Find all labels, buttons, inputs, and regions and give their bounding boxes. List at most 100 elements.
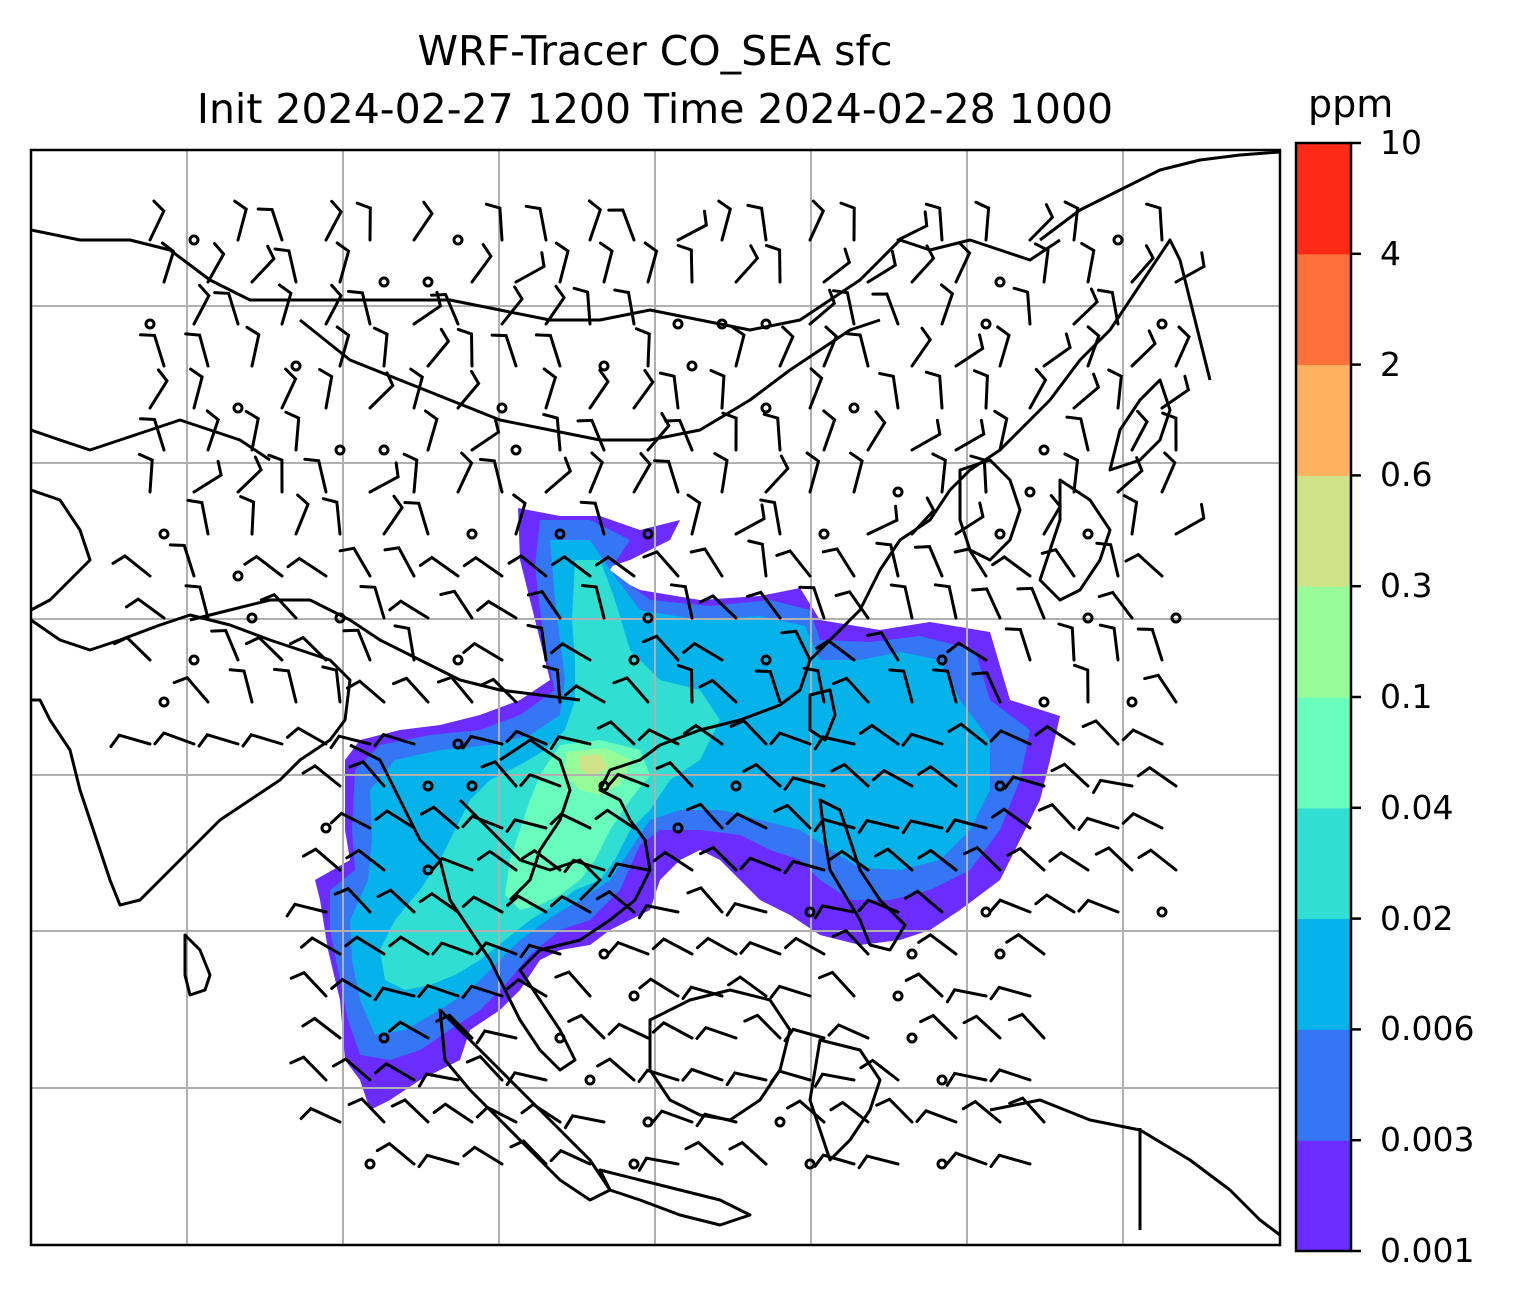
wind-barb: [475, 1105, 518, 1124]
wind-barb: [284, 410, 301, 452]
wind-barb: [1007, 1012, 1046, 1040]
wind-barb: [969, 454, 988, 494]
wind-barb: [1028, 367, 1048, 410]
wind-barb: [549, 894, 592, 914]
wind-barb: [505, 1071, 548, 1087]
wind-barb: [637, 904, 680, 920]
calm-wind-circle: [1038, 696, 1050, 708]
calm-wind-circle: [452, 234, 464, 246]
colorbar-tick-label: 0.6: [1380, 455, 1433, 495]
wind-barb: [637, 1068, 680, 1083]
wind-barb: [462, 555, 504, 578]
wind-barb: [1174, 251, 1206, 284]
wind-barb: [910, 244, 936, 284]
wind-barb: [470, 243, 493, 284]
wind-barb: [974, 200, 991, 242]
wind-barb: [849, 451, 864, 494]
wind-barb: [632, 452, 652, 494]
wind-barb: [213, 291, 240, 326]
coastline-okhotsk: [1039, 150, 1280, 242]
wind-barb: [859, 1058, 900, 1082]
wind-barb: [186, 498, 210, 536]
wind-barb: [301, 1016, 342, 1040]
wind-barb: [773, 803, 812, 830]
wind-barb: [461, 895, 504, 914]
wind-barb: [729, 719, 768, 746]
wind-barb: [475, 941, 518, 956]
wind-barb: [822, 247, 852, 284]
wind-barb: [681, 985, 724, 1000]
wind-barb: [576, 418, 606, 452]
wind-barb: [461, 734, 504, 750]
wind-barb: [542, 367, 558, 410]
wind-barb: [1034, 242, 1050, 284]
colorbar-tick-label: 0.001: [1380, 1231, 1475, 1270]
calm-wind-circle: [334, 444, 346, 456]
wind-barb: [333, 886, 372, 914]
wind-barb: [417, 1072, 460, 1088]
wind-barb: [717, 199, 733, 242]
wind-barb: [388, 935, 430, 956]
colorbar-segment: [1296, 918, 1351, 1030]
wind-barb: [839, 201, 856, 242]
wind-barb: [1003, 775, 1046, 790]
wind-barb: [430, 292, 460, 326]
wind-barb: [431, 941, 474, 956]
wind-barb: [1028, 203, 1055, 242]
wind-barb: [676, 663, 694, 704]
wind-barb: [731, 325, 746, 368]
wind-barb: [822, 325, 839, 368]
wind-barb: [289, 635, 328, 662]
wind-barb: [754, 669, 782, 704]
wind-barb: [432, 1102, 474, 1124]
calm-wind-circle: [144, 318, 156, 330]
wind-barb: [321, 497, 342, 536]
wind-barb: [637, 1156, 680, 1172]
calm-wind-circle: [496, 402, 508, 414]
wind-barb: [676, 209, 708, 242]
wind-barb: [910, 496, 936, 536]
wind-barb: [1160, 374, 1191, 410]
wind-barb: [996, 325, 1011, 368]
colorbar-tick-label: 4: [1380, 233, 1401, 273]
wind-barb: [857, 818, 900, 834]
calm-wind-circle: [378, 1032, 390, 1044]
wind-barb: [945, 1151, 988, 1166]
wind-barb: [834, 590, 870, 620]
wind-barb: [383, 546, 416, 578]
wind-barb: [739, 856, 782, 872]
calm-wind-circle: [246, 612, 258, 624]
coastline-sumatra: [438, 1008, 612, 1202]
wind-barb: [924, 370, 944, 410]
wind-barb: [642, 550, 680, 578]
wind-barb: [646, 412, 671, 452]
wind-barb: [713, 452, 729, 494]
plume-level-0.3: [580, 754, 608, 776]
calm-wind-circle: [848, 402, 860, 414]
wind-barb: [1098, 623, 1120, 662]
wind-barb: [734, 244, 760, 284]
wind-barb: [148, 199, 166, 242]
wind-barb: [1077, 898, 1120, 914]
colorbar-unit-label: ppm: [1308, 82, 1394, 126]
wind-barb: [743, 1013, 782, 1040]
wind-barb: [1063, 452, 1080, 494]
wind-barb: [189, 367, 204, 410]
wind-barb: [813, 735, 856, 751]
wind-barb: [375, 1141, 416, 1166]
wind-barb: [382, 494, 404, 536]
colorbar-segment: [1296, 364, 1351, 476]
wind-barb: [914, 545, 944, 578]
wind-barb: [330, 977, 372, 998]
wind-barb: [1034, 724, 1076, 746]
wind-barb: [435, 1013, 474, 1040]
wind-barb: [318, 368, 334, 410]
coastline-java: [598, 1168, 752, 1227]
calm-wind-circle: [378, 276, 390, 288]
colorbar-tick-label: 0.003: [1380, 1120, 1475, 1160]
wind-barb: [857, 898, 900, 914]
wind-barb: [632, 369, 655, 410]
colorbar-tick-label: 0.3: [1380, 566, 1433, 606]
wind-barb: [563, 858, 606, 874]
wind-barb: [335, 241, 351, 284]
